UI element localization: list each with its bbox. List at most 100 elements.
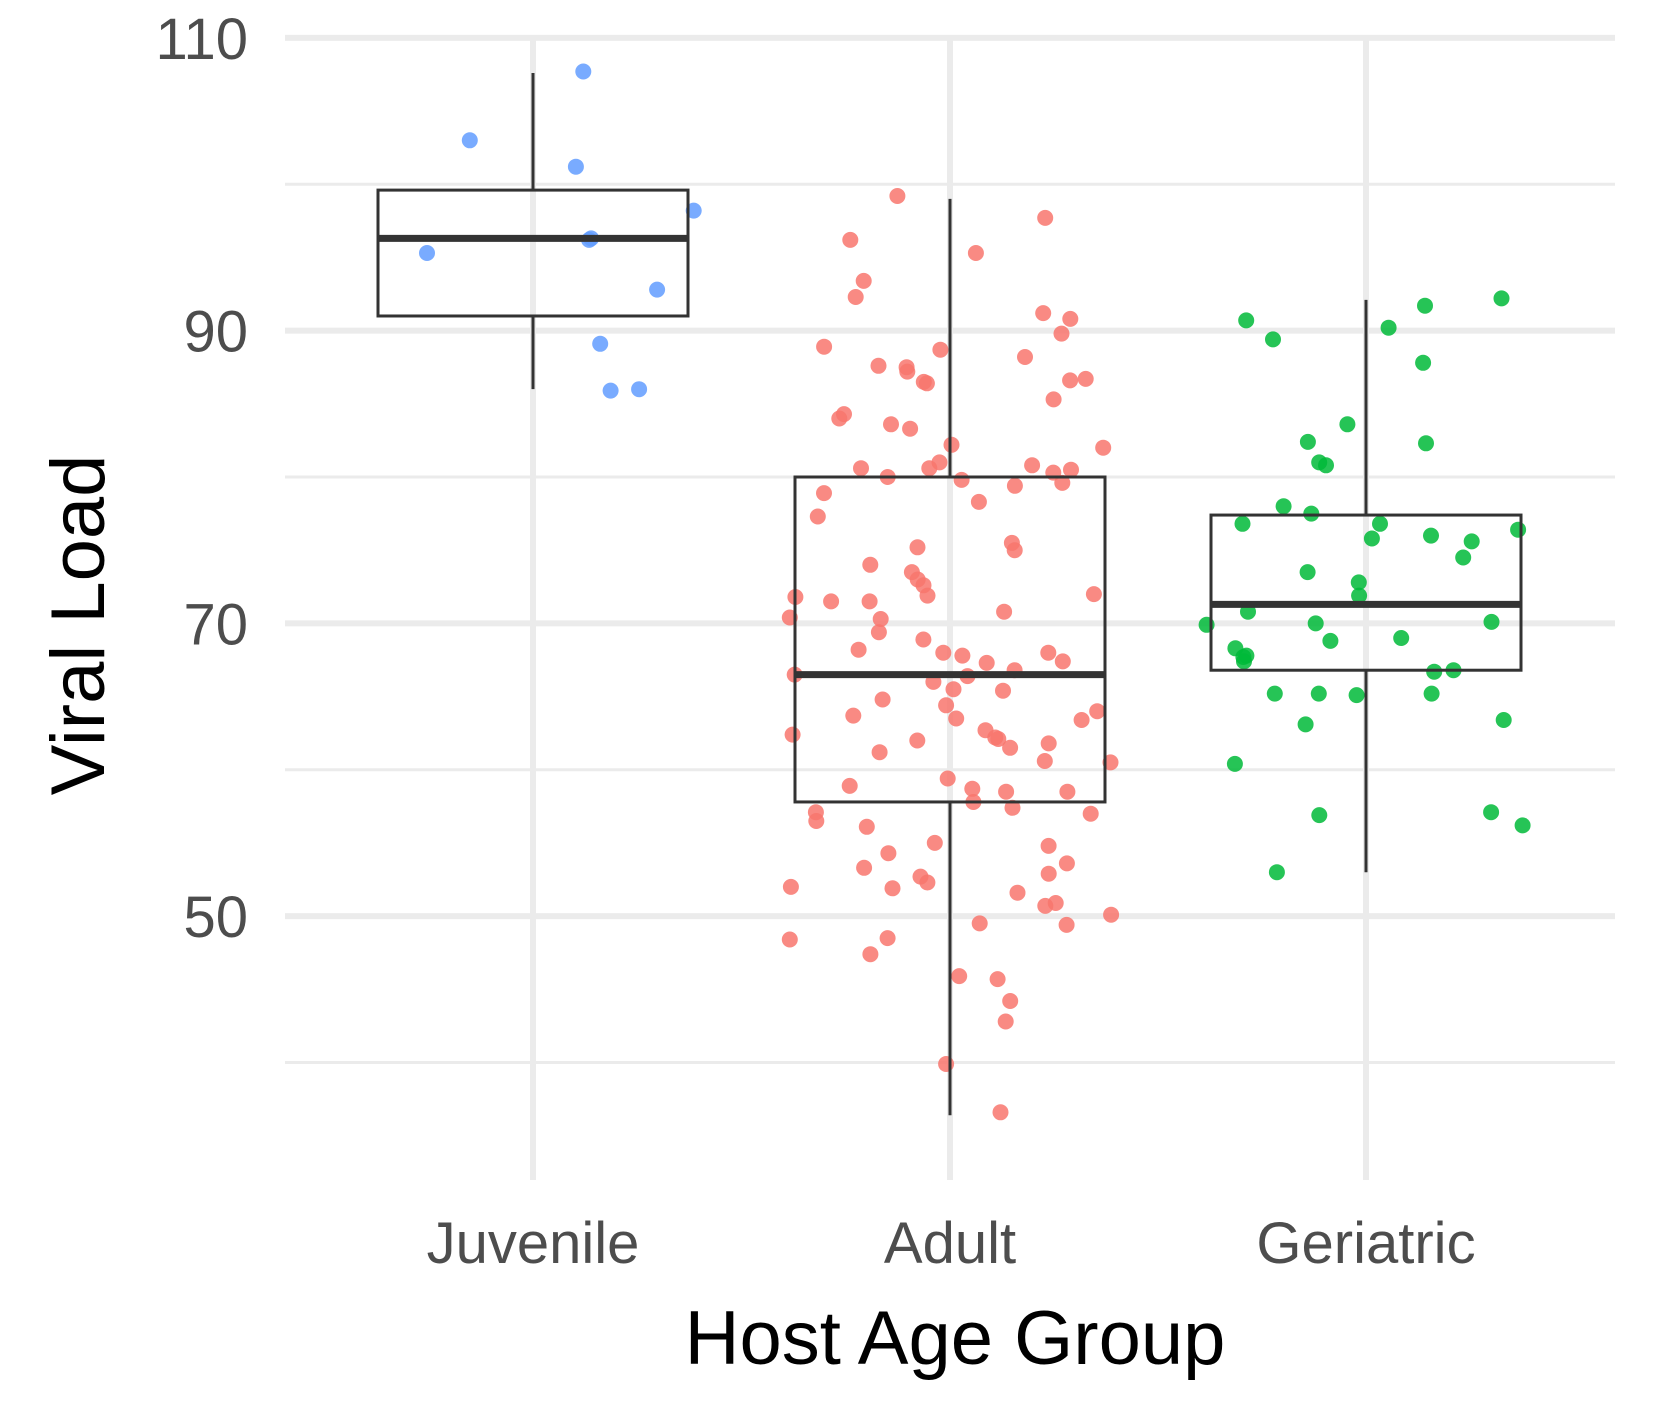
data-point xyxy=(1234,515,1251,532)
data-point xyxy=(1002,993,1019,1009)
data-point xyxy=(631,381,648,398)
data-point xyxy=(1348,687,1365,704)
data-point xyxy=(1268,864,1285,881)
data-point xyxy=(782,878,799,895)
data-point xyxy=(1053,325,1070,342)
data-point xyxy=(1073,712,1090,728)
data-point xyxy=(649,281,666,298)
data-point xyxy=(926,834,943,851)
data-point xyxy=(989,971,1006,988)
data-point xyxy=(1495,712,1512,728)
y-tick-label: 110 xyxy=(156,7,248,72)
data-point xyxy=(1380,319,1397,336)
data-point xyxy=(871,744,888,761)
data-point xyxy=(816,338,833,355)
y-axis-title: Viral Load xyxy=(36,455,121,796)
data-point xyxy=(823,593,840,610)
data-point xyxy=(1040,837,1057,854)
data-point xyxy=(831,410,848,427)
data-point xyxy=(1351,587,1368,604)
data-point xyxy=(1037,209,1054,226)
data-point xyxy=(685,202,702,219)
data-point xyxy=(990,731,1007,747)
data-point xyxy=(816,485,832,502)
data-point xyxy=(1307,615,1324,632)
data-point xyxy=(967,245,984,261)
data-point xyxy=(1417,297,1433,314)
iqr-box xyxy=(1209,513,1523,672)
data-point xyxy=(954,647,971,664)
data-point xyxy=(1318,457,1334,474)
data-point xyxy=(1085,586,1102,603)
data-point xyxy=(884,880,901,897)
data-point xyxy=(1002,739,1019,756)
data-point xyxy=(602,382,619,399)
boxplots xyxy=(376,73,1523,1116)
y-tick-label: 90 xyxy=(183,300,248,365)
data-point xyxy=(1089,703,1106,720)
data-point xyxy=(855,272,872,289)
data-point xyxy=(1299,433,1316,450)
data-point xyxy=(1054,474,1071,491)
data-point xyxy=(1009,884,1026,901)
data-point xyxy=(992,1104,1009,1121)
data-point xyxy=(1514,817,1531,834)
data-point xyxy=(918,375,935,392)
data-point xyxy=(845,707,862,724)
data-point xyxy=(1238,312,1255,329)
y-tick-label: 70 xyxy=(183,592,248,657)
data-point xyxy=(899,363,916,380)
data-point xyxy=(847,289,864,305)
data-point xyxy=(1483,613,1500,630)
data-point xyxy=(883,416,899,433)
data-point xyxy=(1372,515,1388,532)
data-point xyxy=(1393,630,1410,646)
data-point xyxy=(1063,461,1079,478)
data-point xyxy=(1350,574,1367,591)
data-point xyxy=(1054,653,1071,670)
data-point xyxy=(870,357,887,374)
data-point xyxy=(1077,370,1094,387)
data-point xyxy=(1037,897,1054,914)
data-point xyxy=(978,654,995,671)
x-tick-label: Juvenile xyxy=(427,1211,640,1276)
data-point xyxy=(915,631,932,648)
data-point xyxy=(970,493,987,510)
data-point xyxy=(964,780,981,797)
data-point xyxy=(879,930,896,947)
data-point xyxy=(1310,685,1327,702)
y-tick-label: 50 xyxy=(183,885,248,950)
data-point xyxy=(784,726,801,743)
data-point xyxy=(921,460,938,477)
data-point xyxy=(1463,533,1480,550)
data-point xyxy=(1418,435,1434,452)
data-point xyxy=(1045,391,1062,408)
data-point xyxy=(856,859,873,876)
x-axis-title: Host Age Group xyxy=(685,1296,1226,1381)
data-point xyxy=(889,188,906,204)
data-point xyxy=(1040,735,1057,752)
box-juvenile xyxy=(376,73,690,390)
data-point xyxy=(870,624,887,641)
data-point xyxy=(1017,349,1033,365)
data-point xyxy=(919,587,936,604)
data-point xyxy=(1006,542,1023,559)
data-point xyxy=(1423,685,1440,702)
data-point xyxy=(1062,310,1079,327)
data-point xyxy=(1275,498,1292,515)
data-point xyxy=(1103,906,1120,923)
iqr-box xyxy=(793,475,1107,804)
data-point xyxy=(919,874,936,891)
data-point xyxy=(872,611,889,627)
y-tick-labels: 50 70 90 110 xyxy=(156,7,248,950)
data-point xyxy=(995,682,1011,699)
data-point xyxy=(1311,807,1328,824)
data-point xyxy=(1058,916,1075,933)
data-point xyxy=(1062,372,1079,389)
data-point xyxy=(461,132,478,149)
box-geriatric xyxy=(1209,299,1523,873)
data-point xyxy=(853,460,869,477)
data-point xyxy=(1082,805,1099,822)
data-point xyxy=(1297,716,1314,733)
